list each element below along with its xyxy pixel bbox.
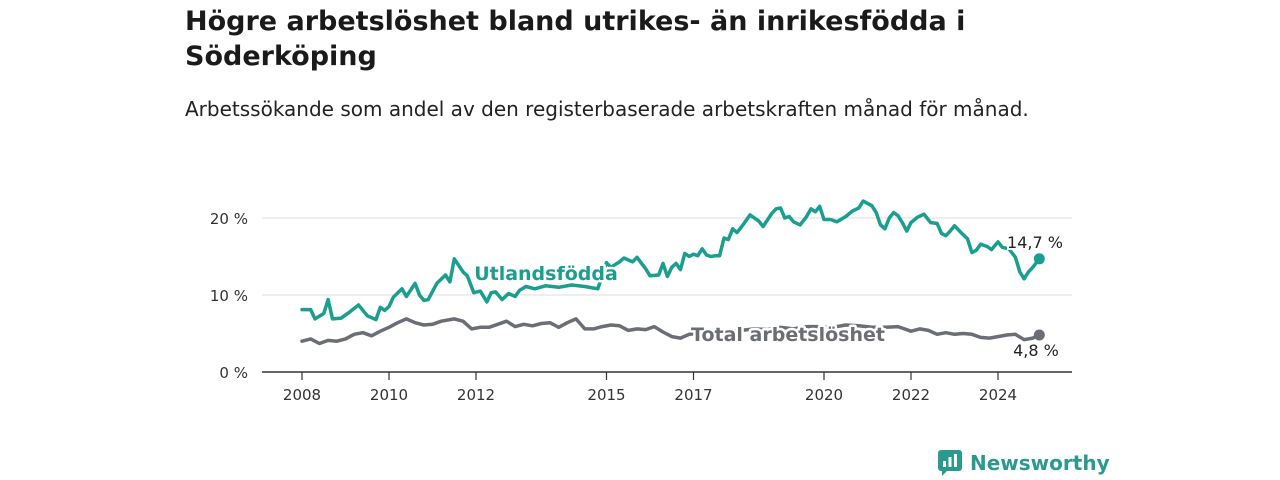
series-line-0 xyxy=(300,199,1042,322)
newsworthy-logo-icon xyxy=(938,450,962,476)
series-line-1 xyxy=(300,317,1042,346)
series-labels: Utlandsfödda Total arbetslöshet 14,7 % 4,8 … xyxy=(472,231,1065,362)
x-tick-label: 2008 xyxy=(283,386,321,404)
chart-title: Högre arbetslöshet bland utrikes- än inr… xyxy=(185,6,966,72)
x-tick-label: 2010 xyxy=(370,386,408,404)
series-name-label-0: Utlandsfödda xyxy=(474,263,618,285)
x-tick-label: 2022 xyxy=(892,386,930,404)
series-end-dot-1 xyxy=(1033,329,1045,341)
series-lines xyxy=(300,199,1045,346)
y-tick-label: 0 % xyxy=(219,364,248,382)
y-tick-label: 10 % xyxy=(210,287,248,305)
x-tick-label: 2017 xyxy=(674,386,712,404)
series-end-dot-0 xyxy=(1033,253,1045,265)
chart-subtitle: Arbetssökande som andel av den registerb… xyxy=(185,97,1029,121)
series-end-label-0: 14,7 % xyxy=(1007,233,1063,252)
x-axis: 2008 2010 2012 2015 2017 2020 2022 2024 xyxy=(262,371,1072,404)
series-end-label-1: 4,8 % xyxy=(1013,341,1059,360)
x-tick-label: 2020 xyxy=(805,386,843,404)
line-chart: 0 % 10 % 20 % 2008 2010 2012 2015 2017 2020 2022… xyxy=(210,199,1072,404)
brand-name: Newsworthy xyxy=(970,451,1110,475)
x-tick-label: 2015 xyxy=(587,386,625,404)
series-name-label-1: Total arbetslöshet xyxy=(691,324,885,346)
x-tick-label: 2012 xyxy=(457,386,495,404)
x-tick-label: 2024 xyxy=(979,386,1017,404)
y-tick-label: 20 % xyxy=(210,210,248,228)
newsworthy-brand: Newsworthy xyxy=(938,449,1110,477)
grid-lines: 0 % 10 % 20 % xyxy=(210,210,1072,382)
